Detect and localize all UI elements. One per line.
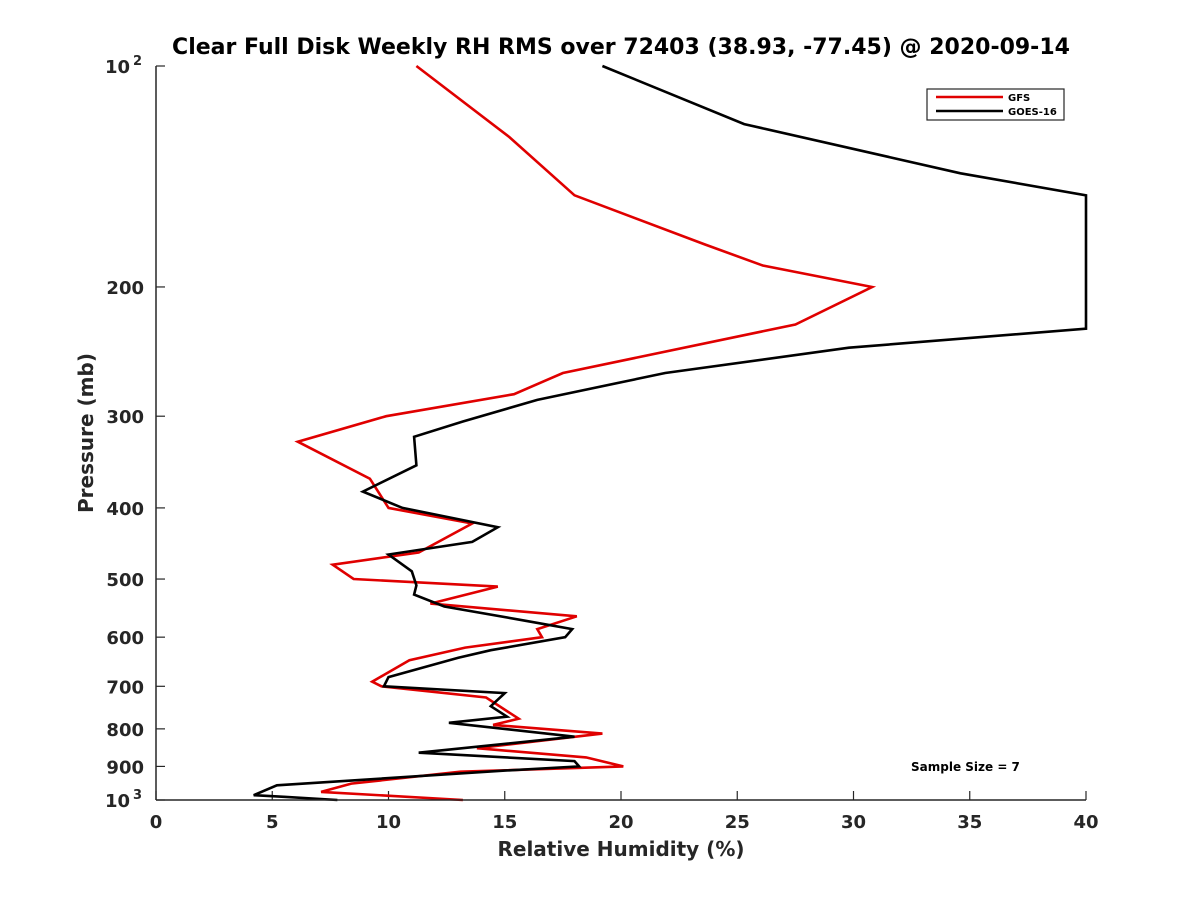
y-tick-label: 900: [106, 757, 144, 778]
x-tick-label: 0: [150, 812, 163, 833]
series-line-goes-16: [253, 64, 1088, 802]
y-tick-label: 10: [105, 791, 130, 812]
y-tick-label: 500: [106, 570, 144, 591]
chart-title: Clear Full Disk Weekly RH RMS over 72403…: [172, 35, 1070, 60]
x-tick-label: 35: [957, 812, 982, 833]
plot-series: [253, 64, 1088, 802]
y-tick-label: 600: [106, 628, 144, 649]
y-tick-label: 300: [106, 407, 144, 428]
legend: GFS GOES-16: [926, 88, 1065, 121]
x-tick-label: 15: [492, 812, 517, 833]
y-tick-label: 400: [106, 499, 144, 520]
y-tick-label: 200: [106, 278, 144, 299]
y-tick-label: 800: [106, 720, 144, 741]
y-axis-label: Pressure (mb): [74, 353, 98, 513]
x-tick-label: 30: [841, 812, 866, 833]
x-tick-label: 5: [266, 812, 279, 833]
x-tick-label: 10: [376, 812, 401, 833]
legend-label-goes-16: GOES-16: [1008, 107, 1057, 118]
x-tick-label: 40: [1073, 812, 1098, 833]
x-axis-label: Relative Humidity (%): [497, 837, 744, 861]
legend-box: [926, 88, 1065, 121]
y-tick-label: 10: [105, 57, 130, 78]
series-line-gfs: [294, 64, 877, 802]
x-tick-label: 20: [608, 812, 633, 833]
y-tick-exponent: 3: [133, 788, 142, 803]
x-tick-label: 25: [725, 812, 750, 833]
y-tick-label: 700: [106, 677, 144, 698]
sample-size-annotation: Sample Size = 7: [911, 760, 1020, 774]
y-tick-exponent: 2: [133, 54, 142, 69]
legend-label-gfs: GFS: [1008, 93, 1030, 104]
